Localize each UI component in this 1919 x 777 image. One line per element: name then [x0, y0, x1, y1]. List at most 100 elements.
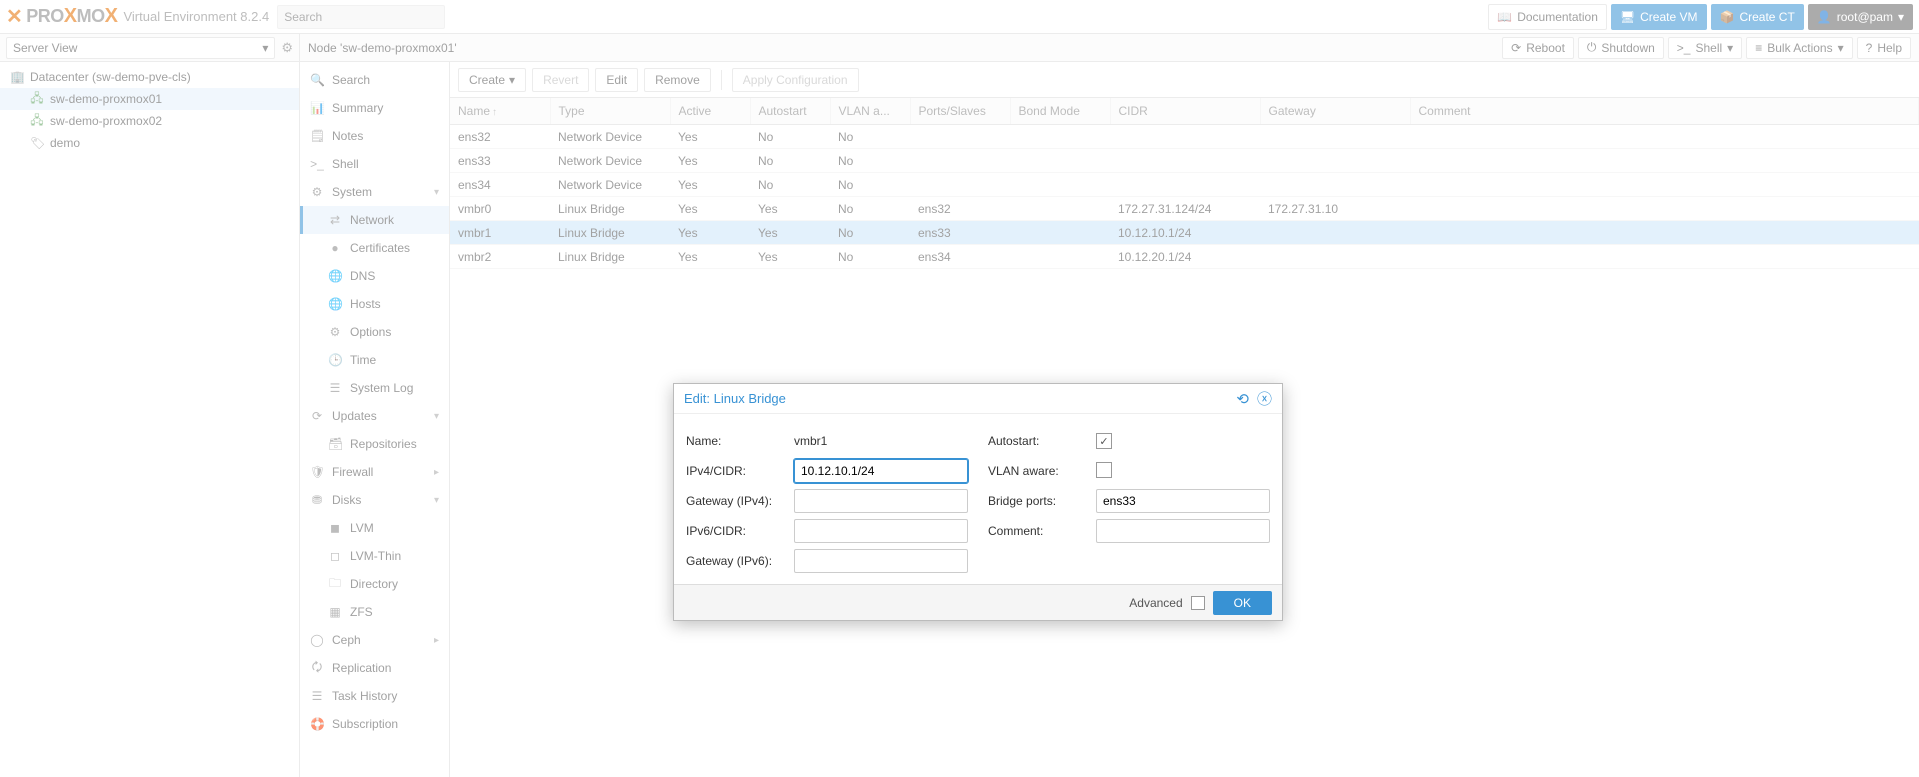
menu-label: Options — [350, 325, 391, 339]
shutdown-label: Shutdown — [1601, 41, 1654, 55]
menu-dns[interactable]: 🌐DNS — [300, 262, 449, 290]
menu-search[interactable]: 🔍Search — [300, 66, 449, 94]
menu-time[interactable]: 🕒Time — [300, 346, 449, 374]
reset-icon[interactable]: ⟲ — [1236, 390, 1249, 408]
col-label: Name — [458, 104, 490, 118]
col-type[interactable]: Type — [550, 98, 670, 125]
reboot-label: Reboot — [1526, 41, 1565, 55]
sort-asc-icon: ↑ — [492, 107, 497, 118]
bulk-actions-button[interactable]: ≡Bulk Actions ▾ — [1746, 37, 1852, 59]
menu-notes[interactable]: 🗒Notes — [300, 122, 449, 150]
create-vm-button[interactable]: 🖥Create VM — [1611, 4, 1707, 30]
menu-directory[interactable]: 🗀Directory — [300, 570, 449, 598]
field-label: Name: — [686, 434, 794, 448]
table-row[interactable]: vmbr0Linux BridgeYesYesNoens32172.27.31.… — [450, 197, 1919, 221]
dialog-header[interactable]: Edit: Linux Bridge ⟲ ⓧ — [674, 384, 1282, 414]
col-comment[interactable]: Comment — [1410, 98, 1919, 125]
table-row[interactable]: vmbr2Linux BridgeYesYesNoens3410.12.20.1… — [450, 245, 1919, 269]
cell-gateway — [1260, 125, 1410, 149]
shell-button[interactable]: >_Shell ▾ — [1668, 37, 1742, 59]
table-row[interactable]: ens32Network DeviceYesNoNo — [450, 125, 1919, 149]
remove-button[interactable]: Remove — [644, 68, 711, 92]
autostart-checkbox[interactable]: ✓ — [1096, 433, 1112, 449]
cell-bond — [1010, 245, 1110, 269]
menu-firewall[interactable]: 🛡Firewall▸ — [300, 458, 449, 486]
col-autostart[interactable]: Autostart — [750, 98, 830, 125]
bridge-ports-input[interactable] — [1096, 489, 1270, 513]
col-cidr[interactable]: CIDR — [1110, 98, 1260, 125]
menu-syslog[interactable]: ☰System Log — [300, 374, 449, 402]
col-vlan[interactable]: VLAN a... — [830, 98, 910, 125]
cell-cidr — [1110, 173, 1260, 197]
ok-button[interactable]: OK — [1213, 591, 1272, 615]
menu-subscription[interactable]: 🛟Subscription — [300, 710, 449, 738]
tree-item-node[interactable]: 🖧sw-demo-proxmox01 — [0, 88, 299, 110]
documentation-button[interactable]: 📖Documentation — [1488, 4, 1607, 30]
menu-repositories[interactable]: 🗃Repositories — [300, 430, 449, 458]
desktop-icon: 🖥 — [1620, 10, 1635, 24]
global-search-input[interactable] — [277, 5, 445, 29]
ipv6-cidr-input[interactable] — [794, 519, 968, 543]
revert-button[interactable]: Revert — [532, 68, 589, 92]
menu-system[interactable]: ⚙System▾ — [300, 178, 449, 206]
gateway4-input[interactable] — [794, 489, 968, 513]
bulk-label: Bulk Actions — [1767, 41, 1832, 55]
field-bridge-ports: Bridge ports: — [988, 486, 1270, 516]
gateway6-input[interactable] — [794, 549, 968, 573]
menu-disks[interactable]: ⛃Disks▾ — [300, 486, 449, 514]
advanced-checkbox[interactable] — [1191, 596, 1205, 610]
vlan-aware-checkbox[interactable] — [1096, 462, 1112, 478]
cell-autostart: No — [750, 149, 830, 173]
menu-lvm[interactable]: ◼LVM — [300, 514, 449, 542]
cell-vlan: No — [830, 125, 910, 149]
remove-label: Remove — [655, 73, 700, 87]
table-row[interactable]: ens33Network DeviceYesNoNo — [450, 149, 1919, 173]
cell-ports: ens33 — [910, 221, 1010, 245]
col-bond[interactable]: Bond Mode — [1010, 98, 1110, 125]
shutdown-button[interactable]: ⏻Shutdown — [1578, 37, 1664, 59]
table-row[interactable]: vmbr1Linux BridgeYesYesNoens3310.12.10.1… — [450, 221, 1919, 245]
menu-replication[interactable]: 🗘Replication — [300, 654, 449, 682]
create-button[interactable]: Create ▾ — [458, 68, 526, 92]
menu-label: Certificates — [350, 241, 410, 255]
cell-name: vmbr0 — [450, 197, 550, 221]
ipv4-cidr-input[interactable] — [794, 459, 968, 483]
apply-config-button[interactable]: Apply Configuration — [732, 68, 859, 92]
server-icon: 🖧 — [30, 111, 44, 132]
cell-type: Linux Bridge — [550, 221, 670, 245]
col-active[interactable]: Active — [670, 98, 750, 125]
menu-network[interactable]: ⇄Network — [300, 206, 449, 234]
col-ports[interactable]: Ports/Slaves — [910, 98, 1010, 125]
menu-zfs[interactable]: ▦ZFS — [300, 598, 449, 626]
cell-gateway — [1260, 245, 1410, 269]
cell-bond — [1010, 125, 1110, 149]
table-row[interactable]: ens34Network DeviceYesNoNo — [450, 173, 1919, 197]
col-name[interactable]: Name↑ — [450, 98, 550, 125]
create-ct-button[interactable]: 📦Create CT — [1711, 4, 1804, 30]
reboot-button[interactable]: ⟳Reboot — [1502, 37, 1574, 59]
tree-item-node[interactable]: 🖧sw-demo-proxmox02 — [0, 110, 299, 132]
menu-ceph[interactable]: ◯Ceph▸ — [300, 626, 449, 654]
user-menu-button[interactable]: 👤root@pam ▾ — [1808, 4, 1913, 30]
menu-lvmthin[interactable]: ◻LVM-Thin — [300, 542, 449, 570]
menu-shell[interactable]: >_Shell — [300, 150, 449, 178]
tree-item-datacenter[interactable]: 🏢Datacenter (sw-demo-pve-cls) — [0, 66, 299, 88]
menu-summary[interactable]: 📊Summary — [300, 94, 449, 122]
close-icon[interactable]: ⓧ — [1257, 388, 1272, 409]
comment-input[interactable] — [1096, 519, 1270, 543]
edit-button[interactable]: Edit — [595, 68, 638, 92]
menu-options[interactable]: ⚙Options — [300, 318, 449, 346]
col-gateway[interactable]: Gateway — [1260, 98, 1410, 125]
menu-taskhistory[interactable]: ☰Task History — [300, 682, 449, 710]
field-gateway4: Gateway (IPv4): — [686, 486, 968, 516]
gear-icon[interactable]: ⚙ — [281, 40, 293, 56]
view-selector[interactable]: Server View▾ — [6, 37, 275, 59]
field-label: Gateway (IPv6): — [686, 554, 794, 568]
logo: ✕ PROXMOX — [6, 4, 117, 29]
help-button[interactable]: ?Help — [1857, 37, 1911, 59]
documentation-label: Documentation — [1517, 10, 1598, 24]
menu-hosts[interactable]: 🌐Hosts — [300, 290, 449, 318]
menu-certificates[interactable]: ●Certificates — [300, 234, 449, 262]
tree-item-tag[interactable]: 🏷demo — [0, 132, 299, 154]
menu-updates[interactable]: ⟳Updates▾ — [300, 402, 449, 430]
